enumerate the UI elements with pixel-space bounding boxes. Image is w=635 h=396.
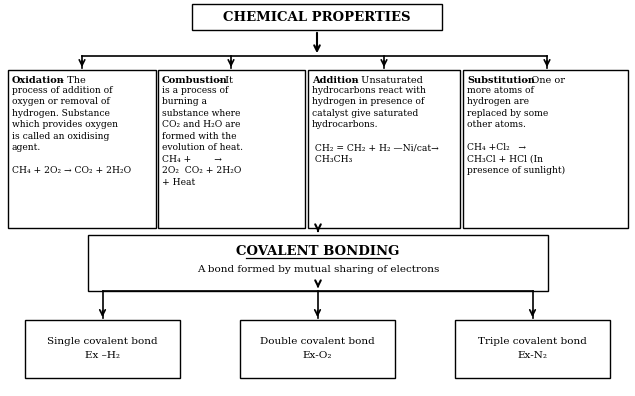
Text: more atoms of
hydrogen are
replaced by some
other atoms.

CH₄ +Cl₂   →
CH₃Cl + H: more atoms of hydrogen are replaced by s… xyxy=(467,86,565,175)
Text: Combustion: Combustion xyxy=(162,76,228,85)
Text: Addition: Addition xyxy=(312,76,359,85)
Bar xyxy=(455,320,610,378)
Text: Triple covalent bond: Triple covalent bond xyxy=(478,337,587,346)
Text: Ex-O₂: Ex-O₂ xyxy=(303,352,332,360)
Text: Double covalent bond: Double covalent bond xyxy=(260,337,375,346)
Bar xyxy=(158,70,305,228)
Text: hydrocarbons react with
hydrogen in presence of
catalyst give saturated
hydrocar: hydrocarbons react with hydrogen in pres… xyxy=(312,86,439,164)
Bar xyxy=(463,70,628,228)
Text: CHEMICAL PROPERTIES: CHEMICAL PROPERTIES xyxy=(224,11,411,23)
Text: - One or: - One or xyxy=(525,76,565,85)
Text: process of addition of
oxygen or removal of
hydrogen. Substance
which provides o: process of addition of oxygen or removal… xyxy=(12,86,131,175)
Text: is a process of
burning a
substance where
CO₂ and H₂O are
formed with the
evolut: is a process of burning a substance wher… xyxy=(162,86,243,187)
Bar xyxy=(25,320,180,378)
Text: Ex-N₂: Ex-N₂ xyxy=(518,352,547,360)
Text: – Unsaturated: – Unsaturated xyxy=(350,76,423,85)
Bar xyxy=(88,235,548,291)
Text: Single covalent bond: Single covalent bond xyxy=(47,337,158,346)
Bar xyxy=(192,4,442,30)
Text: Substitution: Substitution xyxy=(467,76,535,85)
Text: COVALENT BONDING: COVALENT BONDING xyxy=(236,245,399,258)
Bar xyxy=(308,70,460,228)
Bar xyxy=(240,320,395,378)
Bar xyxy=(8,70,156,228)
Text: – It: – It xyxy=(214,76,233,85)
Text: Oxidation: Oxidation xyxy=(12,76,65,85)
Text: A bond formed by mutual sharing of electrons: A bond formed by mutual sharing of elect… xyxy=(197,265,439,274)
Text: – The: – The xyxy=(56,76,86,85)
Text: Ex –H₂: Ex –H₂ xyxy=(85,352,120,360)
